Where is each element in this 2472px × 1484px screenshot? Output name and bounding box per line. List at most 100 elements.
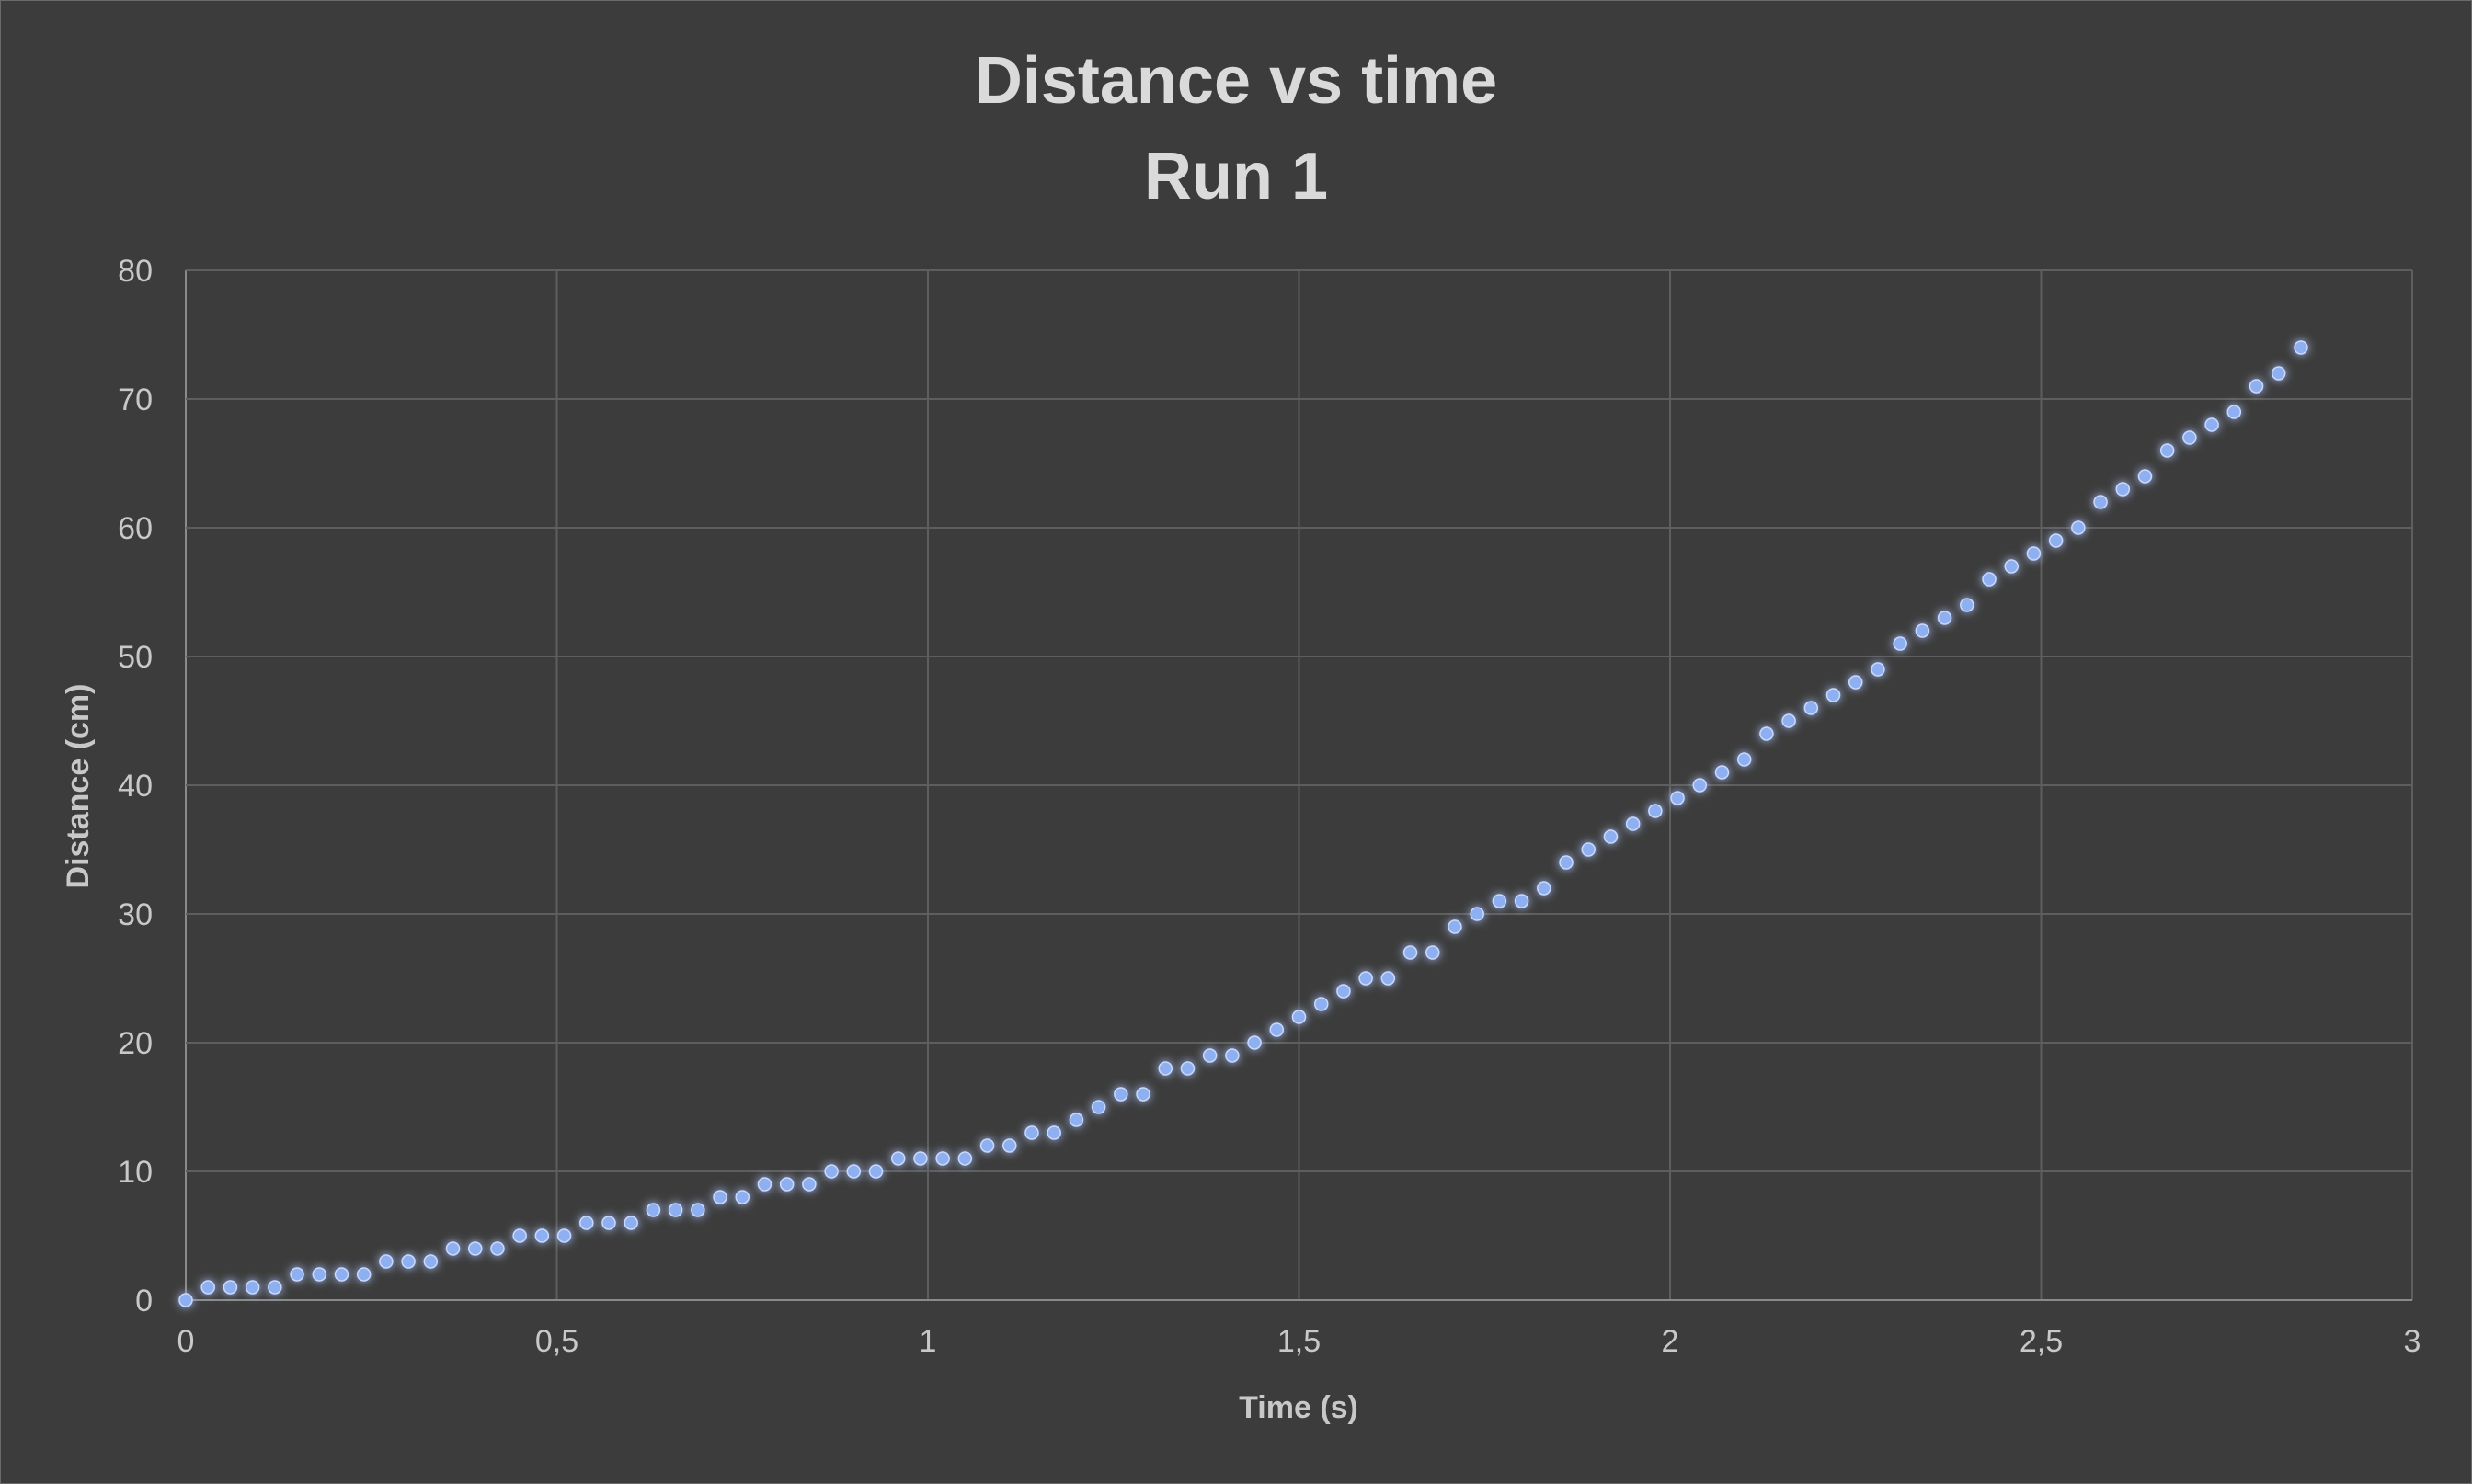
data-point: [779, 1177, 795, 1192]
data-point: [757, 1177, 772, 1192]
data-point: [846, 1164, 862, 1179]
data-point: [890, 1151, 906, 1166]
data-point: [601, 1216, 616, 1230]
data-point: [1358, 971, 1373, 986]
x-tick-label: 2: [1662, 1324, 1679, 1359]
data-point: [2004, 559, 2019, 574]
data-point: [2048, 533, 2064, 548]
data-point: [2159, 443, 2175, 458]
data-point: [624, 1216, 638, 1230]
y-tick-label: 60: [118, 511, 153, 546]
x-tick-label: 0: [177, 1324, 195, 1359]
data-point: [2226, 405, 2242, 419]
data-point: [1559, 855, 1574, 870]
data-point: [1960, 598, 1974, 612]
data-point: [1136, 1087, 1150, 1102]
data-point: [379, 1254, 394, 1269]
data-point: [957, 1151, 973, 1166]
y-tick-label: 10: [118, 1155, 153, 1190]
data-point: [824, 1164, 839, 1179]
data-point: [1603, 829, 1619, 844]
data-point: [2115, 482, 2131, 497]
y-tick-label: 0: [135, 1284, 153, 1318]
data-point: [1803, 701, 1819, 715]
data-point: [1781, 713, 1796, 728]
data-point: [691, 1203, 705, 1217]
data-point: [1982, 572, 1997, 587]
data-point: [290, 1267, 304, 1282]
data-point: [1514, 894, 1529, 908]
data-point: [178, 1293, 193, 1307]
data-point: [445, 1241, 461, 1256]
data-point: [356, 1267, 372, 1282]
data-point: [2071, 520, 2086, 535]
data-point: [2294, 340, 2308, 355]
data-point: [1825, 688, 1841, 702]
data-point: [312, 1267, 327, 1282]
data-point: [1448, 919, 1462, 934]
data-point: [1759, 726, 1774, 741]
data-point: [1537, 881, 1551, 896]
y-tick-label: 70: [118, 382, 153, 417]
data-point: [1002, 1138, 1017, 1153]
data-point: [1336, 984, 1351, 999]
data-point: [1225, 1048, 1240, 1063]
data-point: [735, 1190, 750, 1204]
data-point: [1492, 894, 1507, 908]
data-point: [979, 1138, 995, 1153]
data-point: [1091, 1100, 1106, 1114]
data-point: [1313, 997, 1329, 1011]
data-point: [1269, 1022, 1285, 1037]
data-point: [1848, 675, 1863, 690]
data-point: [1158, 1061, 1173, 1076]
data-point: [1470, 907, 1484, 921]
gridlines: [185, 269, 2413, 1301]
data-point: [868, 1164, 884, 1179]
data-point: [1180, 1061, 1196, 1076]
data-point: [423, 1254, 439, 1269]
data-point: [556, 1228, 572, 1243]
data-point: [1871, 662, 1885, 677]
data-point: [579, 1216, 594, 1230]
y-tick-label: 80: [118, 254, 153, 289]
data-point: [802, 1177, 817, 1192]
data-point: [467, 1241, 483, 1256]
data-point: [200, 1280, 215, 1295]
x-tick-label: 3: [2404, 1324, 2421, 1359]
data-point: [1024, 1125, 1039, 1140]
data-point: [2182, 430, 2197, 445]
data-point: [268, 1280, 282, 1295]
data-point: [1291, 1010, 1307, 1024]
y-tick-label: 40: [118, 769, 153, 804]
data-point: [1937, 611, 1952, 625]
data-point: [1581, 842, 1596, 857]
data-point: [646, 1203, 661, 1217]
data-point: [1247, 1035, 1262, 1050]
data-point: [2271, 366, 2286, 381]
x-tick-label: 1,5: [1277, 1324, 1321, 1359]
data-point: [512, 1228, 527, 1243]
y-tick-label: 50: [118, 640, 153, 675]
data-point: [1736, 752, 1752, 767]
chart-subtitle: Run 1: [1143, 140, 1328, 213]
data-point: [2249, 379, 2264, 394]
data-point: [490, 1241, 505, 1256]
x-tick-label: 2,5: [2020, 1324, 2063, 1359]
x-tick-label: 0,5: [535, 1324, 578, 1359]
data-point: [1380, 971, 1396, 986]
data-point: [1069, 1113, 1084, 1127]
data-point: [1915, 623, 1930, 638]
y-tick-label: 20: [118, 1026, 153, 1061]
data-point: [713, 1190, 727, 1204]
data-point: [534, 1228, 550, 1243]
data-point: [223, 1280, 238, 1295]
data-point: [1648, 804, 1663, 818]
x-tick-label: 1: [920, 1324, 937, 1359]
data-point: [1425, 945, 1440, 960]
data-point: [2026, 546, 2042, 561]
data-point: [401, 1254, 416, 1269]
data-point: [1714, 765, 1730, 780]
data-points: [178, 340, 2308, 1307]
